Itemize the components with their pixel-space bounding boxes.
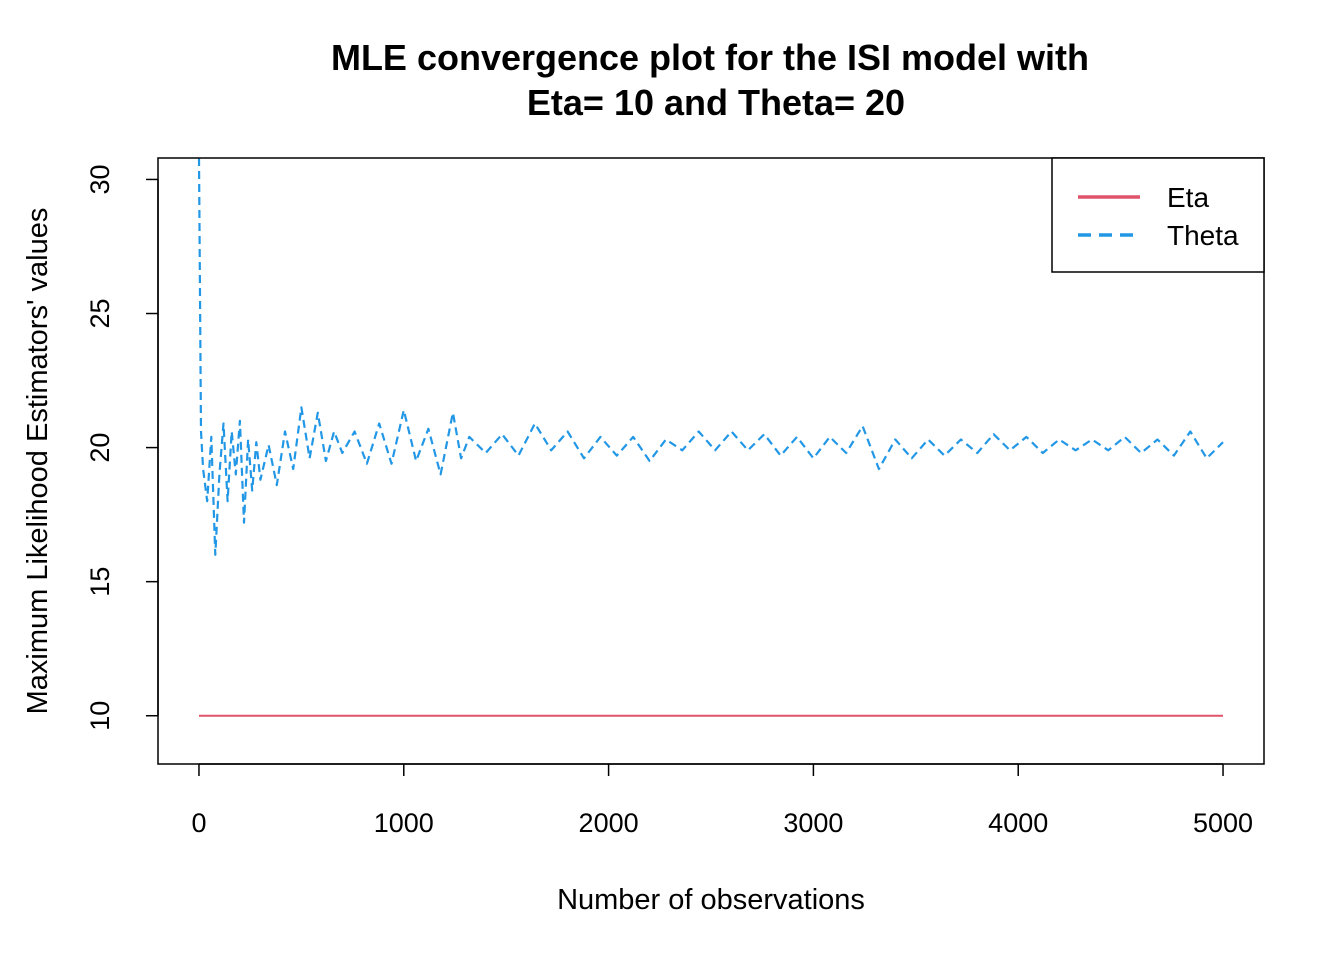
legend: Eta Theta [1051,157,1265,273]
x-tick-label: 1000 [374,808,434,838]
x-axis-label: Number of observations [557,884,865,916]
plot-area [197,157,1224,717]
y-axis: 10 15 20 25 30 [85,164,159,731]
series-line-theta [197,157,1224,556]
x-tick-label: 4000 [988,808,1048,838]
y-tick-label: 10 [85,701,115,731]
y-tick-label: 25 [85,298,115,328]
legend-label-theta: Theta [1167,220,1239,251]
y-tick-label: 30 [85,164,115,194]
y-tick-label: 20 [85,433,115,463]
plot-frame [157,157,1265,765]
chart-title-line-2: Eta= 10 and Theta= 20 [527,82,905,123]
x-axis: 0 1000 2000 3000 4000 5000 [191,763,1253,838]
x-tick-label: 0 [191,808,206,838]
legend-box [1051,157,1265,273]
x-tick-label: 2000 [579,808,639,838]
x-tick-label: 3000 [783,808,843,838]
chart-title-line-1: MLE convergence plot for the ISI model w… [331,37,1089,78]
x-tick-label: 5000 [1193,808,1253,838]
y-axis-label: Maximum Likelihood Estimators' values [22,208,54,715]
y-tick-label: 15 [85,567,115,597]
legend-label-eta: Eta [1167,182,1209,213]
